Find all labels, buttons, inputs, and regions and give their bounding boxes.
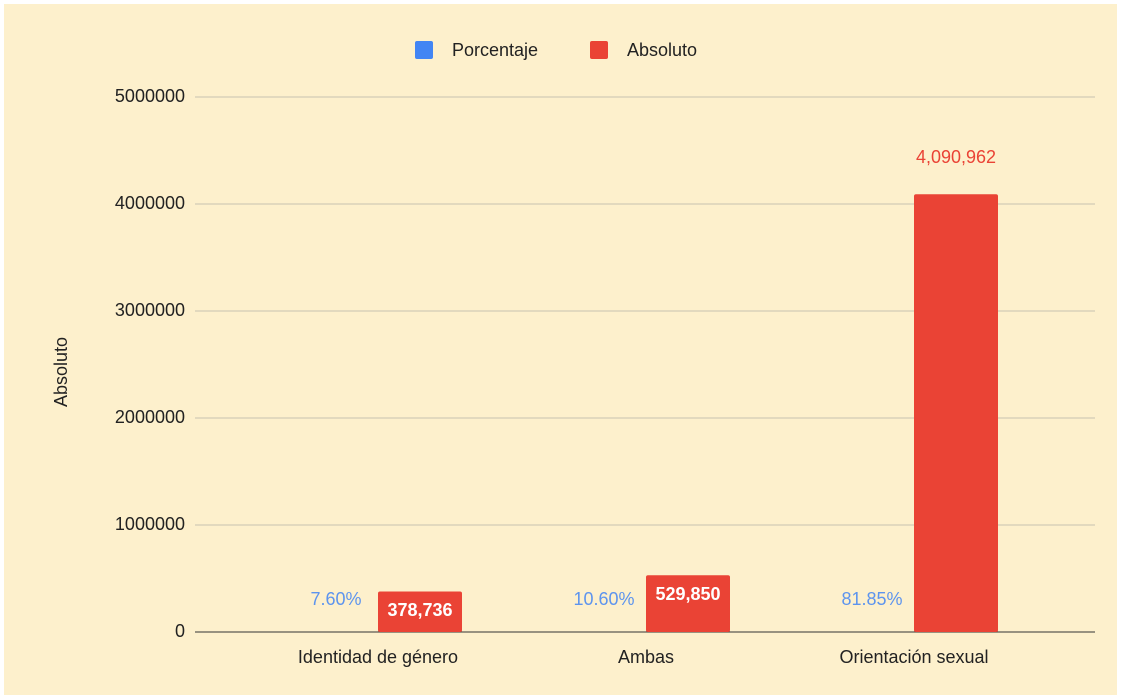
bar	[378, 591, 462, 632]
data-label: 529,850	[655, 584, 720, 604]
data-label: 81.85%	[841, 589, 902, 609]
data-label: 4,090,962	[916, 147, 996, 167]
y-tick-label: 5000000	[115, 86, 185, 106]
y-tick-label: 2000000	[115, 407, 185, 427]
x-tick-label: Ambas	[618, 647, 674, 667]
y-tick-label: 4000000	[115, 193, 185, 213]
data-label: 7.60%	[310, 589, 361, 609]
legend-swatch	[590, 41, 608, 59]
y-tick-label: 1000000	[115, 514, 185, 534]
y-axis-title: Absoluto	[51, 337, 71, 407]
y-tick-label: 0	[175, 621, 185, 641]
x-tick-label: Orientación sexual	[839, 647, 988, 667]
bar	[914, 194, 998, 632]
bar	[646, 575, 730, 632]
y-tick-label: 3000000	[115, 300, 185, 320]
data-label: 10.60%	[573, 589, 634, 609]
legend-swatch	[415, 41, 433, 59]
legend-label: Porcentaje	[452, 40, 538, 60]
legend-label: Absoluto	[627, 40, 697, 60]
data-label: 378,736	[387, 600, 452, 620]
x-tick-label: Identidad de género	[298, 647, 458, 667]
